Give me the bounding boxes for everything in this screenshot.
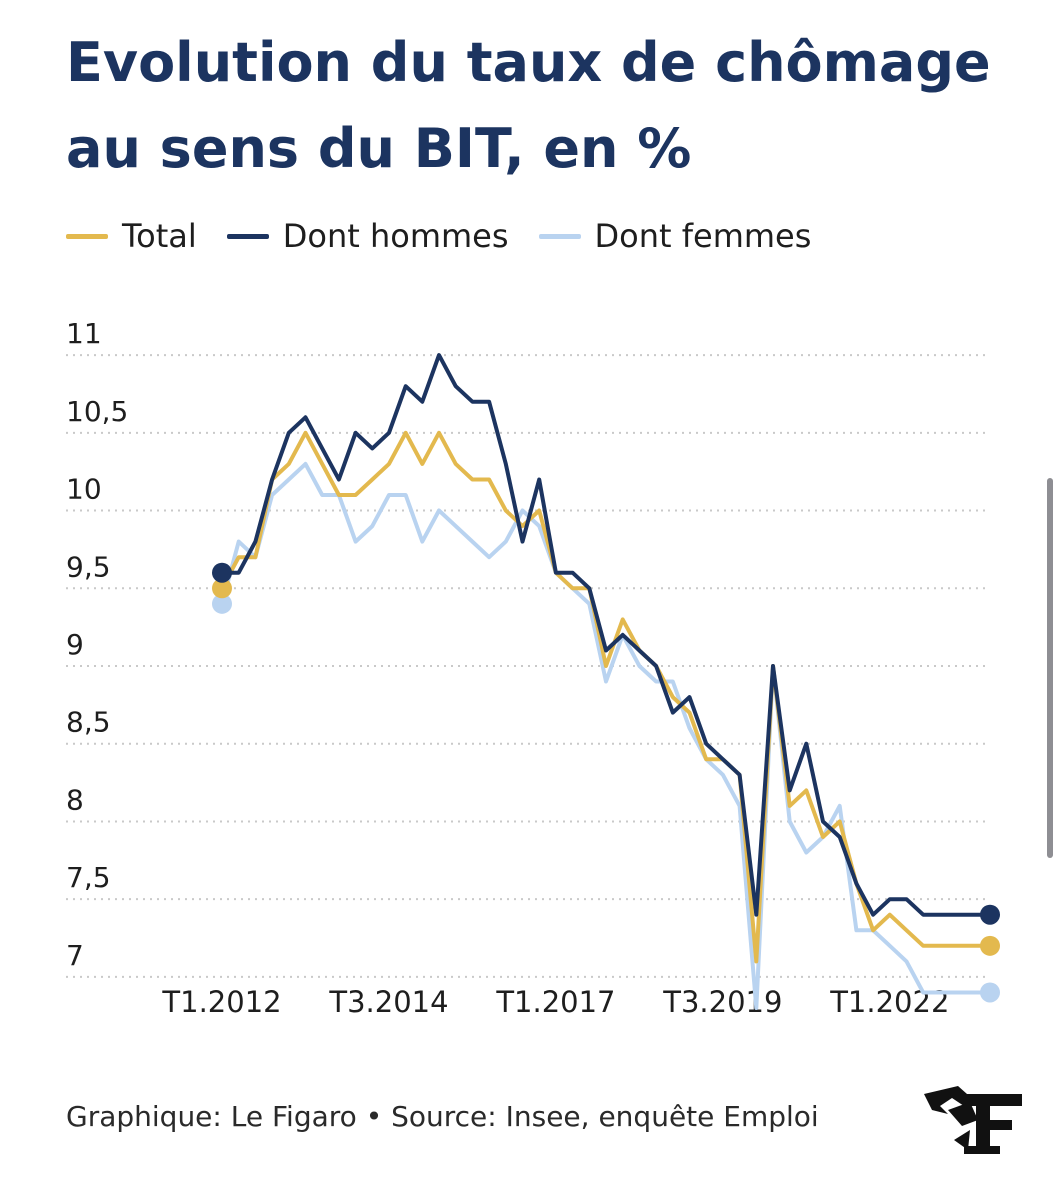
y-tick-label: 8 — [66, 783, 84, 816]
chart-legend: Total Dont hommes Dont femmes — [66, 212, 841, 260]
y-tick-label: 9 — [66, 628, 84, 661]
series-end-point — [980, 935, 1000, 956]
x-tick-label: T3.2014 — [328, 985, 448, 1019]
legend-swatch-hommes — [226, 233, 269, 239]
series-end-point — [980, 904, 1000, 925]
legend-label-femmes: Dont femmes — [594, 217, 812, 255]
legend-swatch-total — [66, 233, 108, 239]
series-line-dont-hommes — [220, 353, 992, 917]
x-tick-label: T3.2019 — [662, 985, 782, 1019]
y-tick-label: 9,5 — [66, 550, 111, 583]
legend-item-total: Total — [66, 217, 197, 255]
legend-item-hommes: Dont hommes — [226, 217, 509, 255]
y-tick-label: 11 — [66, 317, 102, 350]
series-line-total — [220, 430, 992, 964]
series-start-point — [212, 578, 232, 599]
series-start-point — [212, 593, 232, 614]
series-end-point — [980, 982, 1000, 1003]
y-tick-label: 7 — [66, 939, 84, 972]
chart-title: Evolution du taux de chômage au sens du … — [66, 31, 991, 180]
legend-label-hommes: Dont hommes — [282, 217, 509, 255]
y-tick-label: 10,5 — [66, 395, 128, 428]
legend-label-total: Total — [122, 217, 197, 255]
y-tick-label: 10 — [66, 473, 102, 506]
legend-swatch-femmes — [538, 233, 581, 239]
line-chart: 7 7,5 8 8,5 9 9,5 10 10,5 11 T1.2012 T3.2014 T1.201… — [66, 317, 1000, 1019]
x-tick-label: T1.2022 — [829, 985, 949, 1019]
le-figaro-logo-icon — [924, 1086, 1022, 1154]
x-tick-label: T1.2012 — [161, 985, 281, 1019]
scrollbar[interactable] — [1047, 478, 1053, 858]
legend-item-femmes: Dont femmes — [538, 217, 812, 255]
series-start-point — [212, 562, 232, 583]
chart-footer: Graphique: Le Figaro • Source: Insee, en… — [66, 1100, 819, 1133]
x-tick-label: T1.2017 — [495, 985, 615, 1019]
y-tick-label: 8,5 — [66, 706, 111, 739]
series-line-dont-femmes — [220, 461, 992, 1010]
y-tick-label: 7,5 — [66, 861, 111, 894]
